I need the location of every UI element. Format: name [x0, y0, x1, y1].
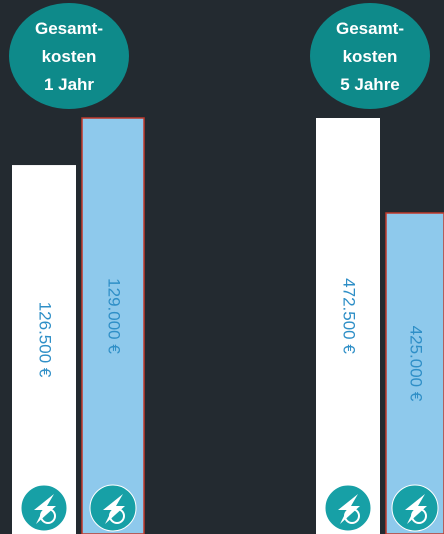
value-label: 126.500 €	[36, 302, 55, 378]
bolt-icon	[324, 484, 372, 532]
value-label: 425.000 €	[407, 326, 426, 402]
bolt-icon	[89, 484, 137, 532]
title-oval	[310, 3, 430, 109]
group-title: Gesamt-	[35, 19, 103, 38]
bolt-icon	[20, 484, 68, 532]
title-oval	[9, 3, 129, 109]
group-title: 1 Jahr	[44, 75, 94, 94]
group-title: kosten	[343, 47, 398, 66]
bar	[81, 117, 145, 534]
group-title: Gesamt-	[336, 19, 404, 38]
icon-ring	[109, 508, 125, 524]
group-title: 5 Jahre	[340, 75, 400, 94]
icon-ring	[40, 508, 56, 524]
value-label: 472.500 €	[340, 278, 359, 354]
icon-ring	[344, 508, 360, 524]
icon-ring	[411, 508, 427, 524]
value-label: 129.000 €	[105, 278, 124, 354]
bolt-icon	[391, 484, 439, 532]
bar	[12, 165, 76, 534]
bar	[385, 212, 444, 534]
bar	[316, 118, 380, 534]
group-title: kosten	[42, 47, 97, 66]
